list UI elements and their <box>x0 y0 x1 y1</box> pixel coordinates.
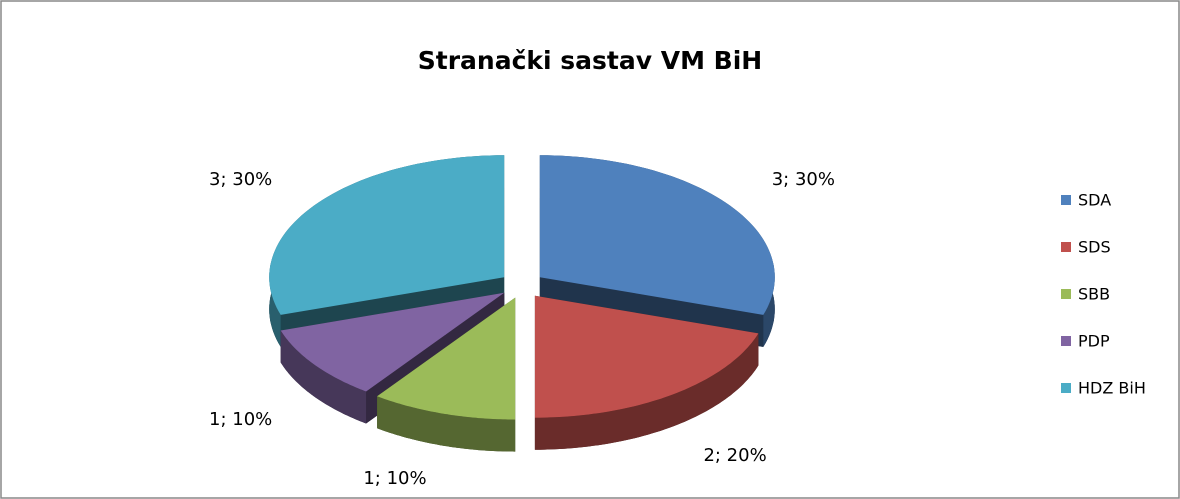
slice <box>534 295 759 450</box>
legend-label: PDP <box>1078 332 1110 351</box>
legend-swatch <box>1061 289 1071 299</box>
data-label: 2; 20% <box>703 445 766 466</box>
legend-label: SBB <box>1078 285 1110 304</box>
legend-swatch <box>1061 242 1071 252</box>
legend-label: HDZ BiH <box>1078 379 1146 398</box>
slice-top <box>377 297 516 420</box>
slice-top <box>534 295 759 418</box>
data-label: 3; 30% <box>772 169 835 190</box>
slice-top <box>280 292 505 392</box>
legend-label: SDS <box>1078 238 1111 257</box>
legend-swatch <box>1061 336 1071 346</box>
legend-label: SDA <box>1078 191 1111 210</box>
legend-swatch <box>1061 195 1071 205</box>
data-label: 1; 10% <box>363 468 426 489</box>
slice-outer-wall <box>534 333 759 450</box>
slice-top <box>539 155 775 315</box>
data-label: 3; 30% <box>209 169 272 190</box>
slice <box>377 297 516 452</box>
chart-title: Stranački sastav VM BiH <box>418 46 762 75</box>
slice-outer-wall <box>280 330 367 424</box>
legend-swatch <box>1061 383 1071 393</box>
data-label: 1; 10% <box>209 409 272 430</box>
slice-top <box>269 155 505 315</box>
slice-outer-wall <box>377 396 516 452</box>
